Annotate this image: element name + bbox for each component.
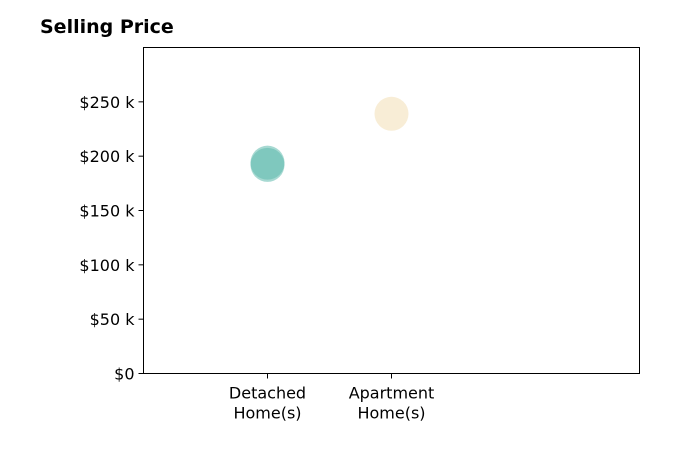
x-tick-label: Apartment Home(s) xyxy=(349,384,435,423)
y-axis: $0 $50 k $100 k $150 k $200 k $250 k xyxy=(79,93,144,384)
y-tick-label: $0 xyxy=(114,365,134,384)
y-tick-label: $100 k xyxy=(79,256,135,275)
x-tick-label: Detached Home(s) xyxy=(229,384,306,423)
y-tick-label: $250 k xyxy=(79,93,135,112)
plot-area-frame xyxy=(143,47,640,374)
chart-title: Selling Price xyxy=(40,16,174,38)
data-point xyxy=(250,147,285,182)
y-tick-label: $150 k xyxy=(79,202,135,221)
data-point xyxy=(374,96,409,131)
x-axis: Detached Home(s) Apartment Home(s) xyxy=(229,373,435,423)
y-tick-label: $200 k xyxy=(79,147,135,166)
y-tick-label: $50 k xyxy=(90,310,136,329)
data-points xyxy=(250,96,409,182)
